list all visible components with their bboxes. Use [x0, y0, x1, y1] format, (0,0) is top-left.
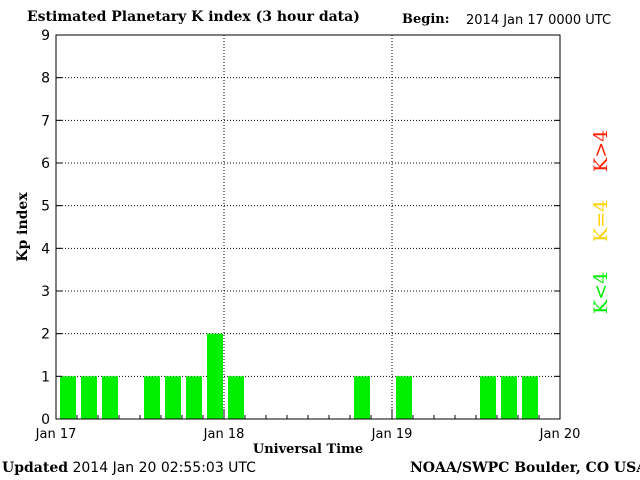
- kp-bar: [501, 376, 517, 419]
- kp-bar: [480, 376, 496, 419]
- y-tick-label: 1: [41, 369, 50, 385]
- x-tick-label: Jan 18: [203, 427, 245, 442]
- kp-bar: [81, 376, 97, 419]
- x-axis-label: Universal Time: [253, 442, 363, 457]
- y-tick-label: 6: [41, 156, 50, 172]
- y-tick-label: 0: [41, 412, 50, 428]
- y-tick-label: 5: [41, 199, 50, 215]
- kp-bar: [207, 333, 223, 419]
- y-tick-label: 9: [41, 28, 50, 44]
- begin-label: Begin:: [402, 12, 450, 27]
- x-tick-label: Jan 20: [539, 427, 581, 442]
- kp-bar: [102, 376, 118, 419]
- y-tick-label: 7: [41, 113, 50, 129]
- x-tick-label: Jan 19: [371, 427, 413, 442]
- legend-k-equal-4: K=4: [590, 199, 612, 242]
- x-tick-label: Jan 17: [35, 427, 77, 442]
- kp-bar: [522, 376, 538, 419]
- credit-text: NOAA/SWPC Boulder, CO USA: [410, 460, 640, 476]
- kp-bar: [60, 376, 76, 419]
- y-tick-label: 2: [41, 327, 50, 343]
- legend-k-greater-4: K>4: [590, 129, 612, 172]
- kp-bar: [165, 376, 181, 419]
- kp-bar: [186, 376, 202, 419]
- kp-bar: [396, 376, 412, 419]
- updated-timestamp: Updated 2014 Jan 20 02:55:03 UTC: [2, 460, 256, 476]
- updated-value: 2014 Jan 20 02:55:03 UTC: [72, 460, 256, 476]
- y-tick-label: 4: [41, 241, 50, 257]
- kp-bar: [144, 376, 160, 419]
- kp-bar: [228, 376, 244, 419]
- y-tick-label: 3: [41, 284, 50, 300]
- plot-frame: [55, 34, 561, 420]
- y-tick-label: 8: [41, 71, 50, 87]
- legend-k-less-4: K<4: [590, 271, 612, 314]
- chart-title: Estimated Planetary K index (3 hour data…: [27, 9, 360, 25]
- y-axis-label: Kp index: [15, 192, 31, 262]
- begin-value: 2014 Jan 17 0000 UTC: [466, 13, 612, 28]
- updated-label: Updated: [2, 460, 69, 476]
- kp-bar: [354, 376, 370, 419]
